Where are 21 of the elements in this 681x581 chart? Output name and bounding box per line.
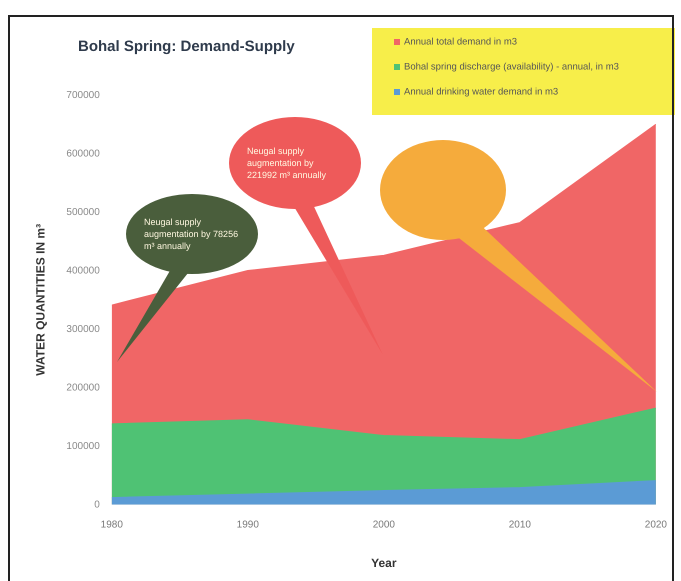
legend-label: Annual total demand in m3	[404, 36, 518, 48]
y-tick-label: 100000	[66, 440, 100, 452]
y-tick-label: 0	[94, 499, 100, 510]
y-tick-label: 200000	[66, 382, 100, 394]
legend-label: Annual drinking water demand in m3	[404, 86, 558, 98]
y-tick-label: 700000	[66, 90, 100, 101]
y-tick-label: 500000	[66, 206, 100, 218]
y-tick-label: 600000	[66, 148, 100, 160]
chart-title: Bohal Spring: Demand-Supply	[78, 38, 296, 56]
x-tick-label: 1980	[100, 519, 124, 530]
x-tick-label: 1990	[236, 519, 260, 530]
annotation: Neugal supply augmentation by 221992 m³ annually	[247, 145, 328, 181]
y-axis-title: WATER QUANTITIES IN m³	[34, 224, 48, 376]
legend-label: Bohal spring discharge (availability) - annual, in m3	[404, 62, 619, 73]
x-tick-label: 2020	[644, 519, 668, 530]
annotation: Neugal supply augmentation by 78256 m³ annually	[144, 216, 240, 252]
x-tick-label: 2010	[508, 519, 532, 530]
x-axis-title: Year	[371, 556, 397, 570]
x-tick-label: 2000	[372, 519, 396, 530]
y-tick-label: 300000	[66, 324, 100, 335]
y-tick-label: 400000	[66, 265, 100, 276]
